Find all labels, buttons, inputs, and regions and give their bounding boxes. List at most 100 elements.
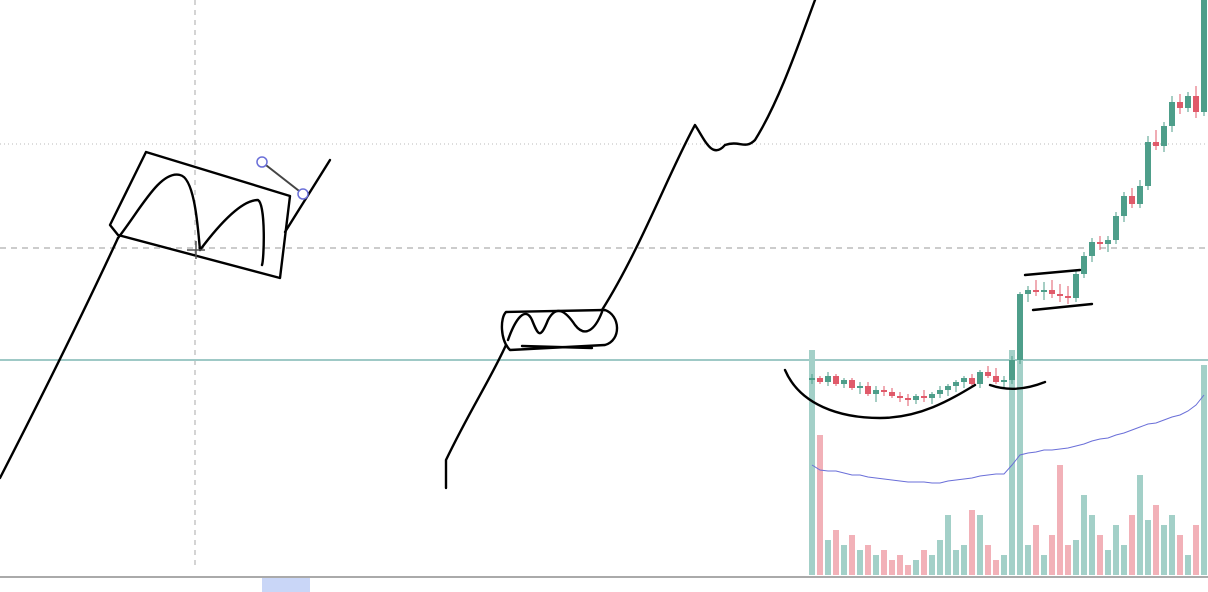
candles-layer [809,0,1207,575]
drawing [500,308,619,352]
candle-body [1073,274,1079,298]
moving-average [811,394,1205,484]
candle-body [817,378,823,382]
volume-bar [865,545,871,575]
volume-bar [1009,350,1015,575]
candle-body [1033,290,1039,292]
volume-bar [1153,505,1159,575]
volume-bar [1169,515,1175,575]
candle-body [825,376,831,382]
volume-bar [1113,525,1119,575]
volume-bar [1057,465,1063,575]
candle-body [1121,196,1127,216]
candle-body [937,390,943,394]
volume-bar [841,545,847,575]
volume-bar [1001,555,1007,575]
candle-body [1137,186,1143,204]
volume-bar [993,560,999,575]
candle-body [1145,142,1151,186]
drawing [520,344,594,350]
volume-bar [985,545,991,575]
candle-body [1185,96,1191,108]
candle-body [921,396,927,398]
drawing-handle[interactable] [256,156,268,168]
volume-bar [1073,540,1079,575]
candle-body [905,398,911,400]
volume-bar [913,560,919,575]
candle-body [913,396,919,400]
candle-body [833,376,839,384]
drawing-selection [261,161,304,195]
time-axis-highlight [262,578,310,592]
volume-bar [889,560,895,575]
candle-body [873,390,879,394]
candle-body [1049,290,1055,294]
drawings [0,0,1094,490]
volume-bar [809,350,815,575]
candle-body [849,380,855,388]
volume-bar [953,550,959,575]
candle-body [961,378,967,382]
volume-bar [849,535,855,575]
drawing [506,309,604,342]
cursor [187,241,205,259]
volume-bar [969,510,975,575]
candle-body [1065,296,1071,298]
volume-bar [1129,515,1135,575]
volume-bar [1089,515,1095,575]
drawing [444,343,508,490]
candle-body [809,378,815,380]
candle-body [1129,196,1135,204]
candle-body [889,392,895,396]
candle-body [1161,126,1167,146]
volume-bar [905,565,911,575]
candle-body [953,382,959,386]
candle-body [841,380,847,384]
volume-bar [1081,495,1087,575]
candle-body [1177,102,1183,108]
candle-body [1153,142,1159,146]
candle-body [865,386,871,394]
candle-body [1193,96,1199,112]
volume-bar [1041,555,1047,575]
volume-bar [1097,535,1103,575]
volume-bar [937,540,943,575]
volume-bar [929,555,935,575]
volume-bar [1145,520,1151,575]
candle-body [969,378,975,384]
volume-bar [1193,525,1199,575]
volume-bar [873,555,879,575]
volume-bar [881,550,887,575]
candle-body [1201,0,1207,112]
volume-bar [1105,550,1111,575]
volume-bar [945,515,951,575]
candle-body [945,386,951,390]
volume-bar [1065,545,1071,575]
drawing [0,236,120,480]
drawing-handle[interactable] [297,188,309,200]
volume-bar [1049,535,1055,575]
candle-body [1017,294,1023,360]
volume-bar [1161,525,1167,575]
candle-body [929,394,935,398]
volume-bar [857,550,863,575]
candle-body [1105,240,1111,244]
drawing [1023,268,1094,312]
candle-body [985,372,991,376]
volume-bar [1177,535,1183,575]
candle-body [993,376,999,382]
volume-bar [1121,545,1127,575]
volume-bar [977,515,983,575]
candle-body [1009,360,1015,380]
volume-bar [1137,475,1143,575]
drawing [600,0,817,312]
candle-body [1057,294,1063,296]
candle-body [881,390,887,392]
candle-body [857,386,863,388]
drawing [988,380,1047,390]
volume-bar [1185,555,1191,575]
drawing [783,368,977,420]
